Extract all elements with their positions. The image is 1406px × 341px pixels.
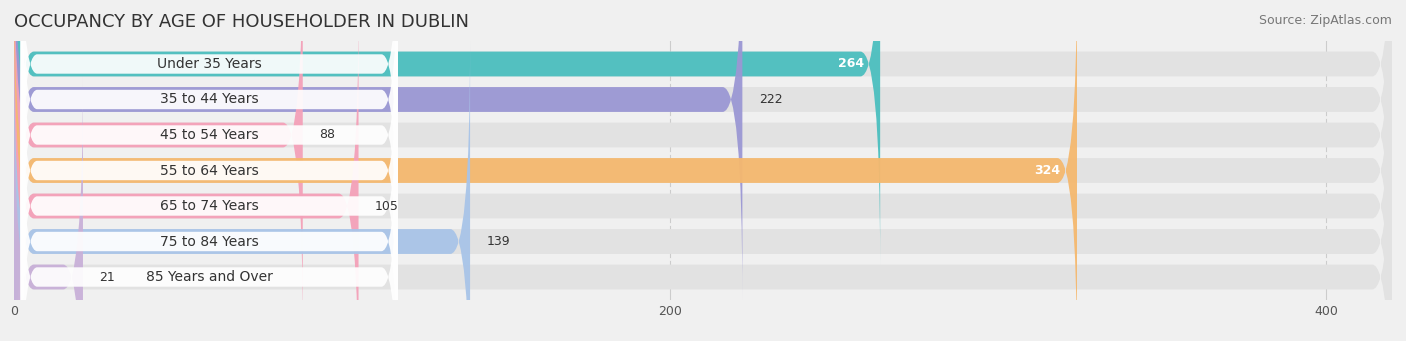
FancyBboxPatch shape [21, 74, 398, 341]
FancyBboxPatch shape [14, 41, 1392, 341]
Text: 65 to 74 Years: 65 to 74 Years [160, 199, 259, 213]
FancyBboxPatch shape [14, 0, 1077, 341]
Text: 85 Years and Over: 85 Years and Over [146, 270, 273, 284]
FancyBboxPatch shape [21, 3, 398, 338]
Text: 264: 264 [838, 58, 863, 71]
FancyBboxPatch shape [21, 0, 398, 232]
FancyBboxPatch shape [14, 41, 470, 341]
FancyBboxPatch shape [14, 76, 1392, 341]
Text: 55 to 64 Years: 55 to 64 Years [160, 163, 259, 178]
Text: 324: 324 [1035, 164, 1060, 177]
FancyBboxPatch shape [21, 109, 398, 341]
Text: 139: 139 [486, 235, 510, 248]
Text: 21: 21 [100, 270, 115, 283]
FancyBboxPatch shape [14, 0, 1392, 341]
Text: 88: 88 [319, 129, 335, 142]
Text: 35 to 44 Years: 35 to 44 Years [160, 92, 259, 106]
FancyBboxPatch shape [14, 5, 359, 341]
Text: Source: ZipAtlas.com: Source: ZipAtlas.com [1258, 14, 1392, 27]
Text: OCCUPANCY BY AGE OF HOUSEHOLDER IN DUBLIN: OCCUPANCY BY AGE OF HOUSEHOLDER IN DUBLI… [14, 13, 470, 31]
FancyBboxPatch shape [21, 0, 398, 303]
FancyBboxPatch shape [14, 0, 1392, 300]
FancyBboxPatch shape [14, 0, 880, 265]
FancyBboxPatch shape [14, 76, 83, 341]
FancyBboxPatch shape [21, 38, 398, 341]
Text: 105: 105 [375, 199, 399, 212]
Text: 222: 222 [759, 93, 782, 106]
FancyBboxPatch shape [14, 0, 1392, 265]
Text: 75 to 84 Years: 75 to 84 Years [160, 235, 259, 249]
FancyBboxPatch shape [21, 0, 398, 267]
Text: 45 to 54 Years: 45 to 54 Years [160, 128, 259, 142]
FancyBboxPatch shape [14, 0, 302, 336]
FancyBboxPatch shape [14, 0, 742, 300]
Text: Under 35 Years: Under 35 Years [157, 57, 262, 71]
FancyBboxPatch shape [14, 5, 1392, 341]
FancyBboxPatch shape [14, 0, 1392, 336]
